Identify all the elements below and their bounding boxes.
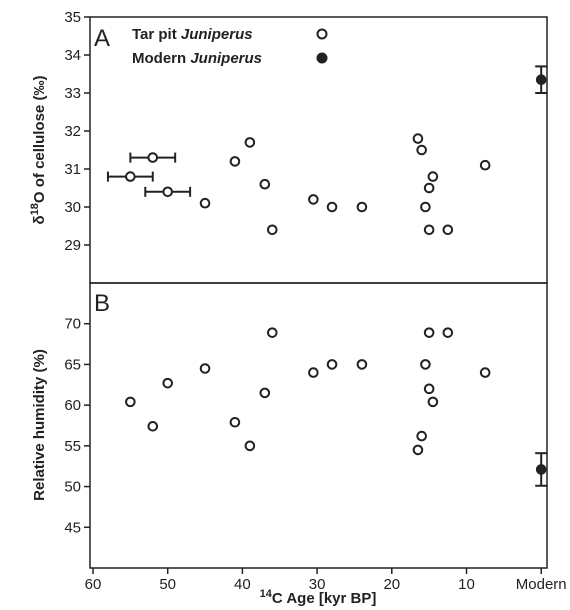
x-tick-label: 50 [159,576,176,593]
panel-b-tar-pit-point [125,396,136,408]
panel-b-tar-pit-point [266,327,278,338]
panel-b-tar-pit-point [308,367,319,378]
panel-a-tar-pit-point [259,178,271,190]
panel-a-tar-pit-point [356,201,368,213]
legend-open-circle-marker [316,28,328,40]
panel-b-y-tick-label: 45 [64,519,81,536]
legend-filled-circle-marker [316,52,328,64]
panel-a-y-tick-label: 35 [64,9,81,26]
panel-a-tar-pit-point [427,171,439,182]
panel-a-y-tick-label: 30 [64,199,81,216]
panel-a-tar-pit-point [147,152,159,163]
panel-b-y-axis-title: Relative humidity (%) [31,349,48,501]
panel-b-tar-pit-point [442,327,454,338]
panel-a-tar-pit-point [125,171,136,182]
panel-a-y-tick-label: 34 [64,47,81,64]
panel-a-y-tick-label: 31 [64,161,81,178]
panel-b-y-tick-label: 65 [64,356,81,373]
panel-a-y-tick-label: 29 [64,237,81,254]
legend-entry-0-label: Tar pit Juniperus [132,26,253,43]
panel-b-tar-pit-point [412,444,424,456]
panel-b-modern-point [535,464,547,475]
panel-b-tar-pit-point [326,359,338,370]
panel-b-tar-pit-point [423,383,435,395]
panel-b-tar-pit-point [479,367,491,378]
panel-a-tar-pit-point [423,182,435,194]
x-tick-label-modern: Modern [516,576,567,593]
panel-b-tar-pit-point [427,396,439,408]
panel-b-letter: B [94,290,110,317]
panel-b-tar-pit-point [420,359,431,370]
panel-b-tar-pit-point [147,421,159,432]
panel-a-y-axis-title: δ18O of cellulose (‰) [29,76,48,225]
panel-a-tar-pit-point [308,194,319,205]
x-tick-label: 30 [309,576,326,593]
panel-a-tar-pit-point [244,137,256,148]
panel-b-tar-pit-point [423,327,435,338]
panel-a-tar-pit-point [162,186,173,198]
panel-b-frame [89,282,548,569]
panel-b-y-tick-label: 70 [64,316,81,333]
panel-b-y-tick-label: 55 [64,438,81,455]
panel-a-tar-pit-point [442,224,454,236]
panel-b-tar-pit-point [229,416,241,428]
panel-a-tar-pit-point [479,159,491,171]
x-tick-label: 60 [85,576,102,593]
x-axis: 60 50 40 30 20 10 Modern [85,568,567,593]
panel-b-tar-pit-point [199,363,211,374]
panel-a-y-tick-label: 33 [64,85,81,102]
panel-b-tar-pit-point [162,377,173,389]
panel-a-tar-pit-point [412,133,424,144]
panel-a-tar-pit-point [423,224,435,236]
panel-b-y-tick-label: 60 [64,397,81,414]
panel-a-tar-pit-point [326,201,338,213]
x-tick-label: 20 [383,576,400,593]
panel-a-tar-pit-point [199,197,211,209]
panel-a-modern-point [535,74,547,85]
panel-a-tar-pit-point [416,144,427,156]
legend: Tar pit Juniperus Modern Juniperus [132,26,328,67]
panel-b-tar-pit-point [416,430,427,442]
x-axis-title: 14C Age [kyr BP] [260,588,377,607]
panel-b-plot: 45 50 55 60 65 70 [64,316,548,536]
panel-b-tar-pit-point [244,440,256,452]
x-tick-label: 10 [458,576,475,593]
panel-b-tar-pit-point [356,359,368,370]
panel-a-tar-pit-point [229,156,241,167]
panel-a-y-tick-label: 32 [64,123,81,140]
x-tick-label: 40 [234,576,251,593]
legend-entry-1-label: Modern Juniperus [132,50,262,67]
panel-b-tar-pit-point [259,387,271,399]
panel-a-letter: A [94,25,110,52]
panel-a-tar-pit-point [266,224,278,236]
panel-a-tar-pit-point [420,201,431,213]
panel-a-plot: 29 30 31 32 33 34 35 [64,9,548,254]
panel-b-y-tick-label: 50 [64,479,81,496]
